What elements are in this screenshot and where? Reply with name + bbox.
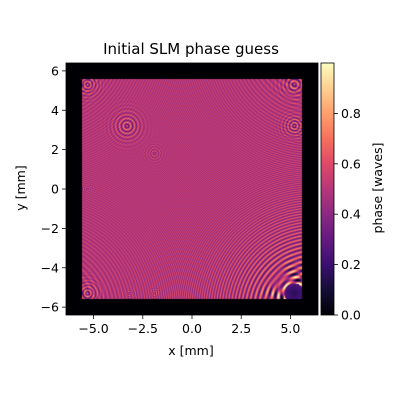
colorbar-tick-label: 0.8	[341, 106, 361, 121]
y-tick-label: −4	[41, 260, 59, 275]
x-axis-label: x [mm]	[168, 343, 213, 358]
x-tick-label: 0.0	[182, 321, 202, 336]
y-tick-label: 2	[51, 142, 59, 157]
y-tick-label: 0	[51, 182, 59, 197]
x-tick-label: −2.5	[128, 321, 158, 336]
colorbar-tick-label: 0.6	[341, 156, 361, 171]
x-tick-label: 2.5	[231, 321, 251, 336]
chart-title: Initial SLM phase guess	[103, 40, 279, 58]
colorbar-tick-label: 0.0	[341, 308, 361, 323]
phase-image	[66, 63, 318, 315]
colorbar-label: phase [waves]	[370, 143, 385, 234]
x-tick-label: 5.0	[280, 321, 300, 336]
x-tick-label: −5.0	[78, 321, 108, 336]
colorbar-tick-label: 0.4	[341, 207, 361, 222]
colorbar	[320, 62, 335, 316]
y-tick-label: 4	[51, 103, 59, 118]
colorbar-tick-label: 0.2	[341, 257, 361, 272]
y-tick-label: 6	[51, 63, 59, 78]
y-axis-label: y [mm]	[13, 165, 28, 210]
y-tick-label: −2	[41, 221, 59, 236]
y-tick-label: −6	[41, 300, 59, 315]
